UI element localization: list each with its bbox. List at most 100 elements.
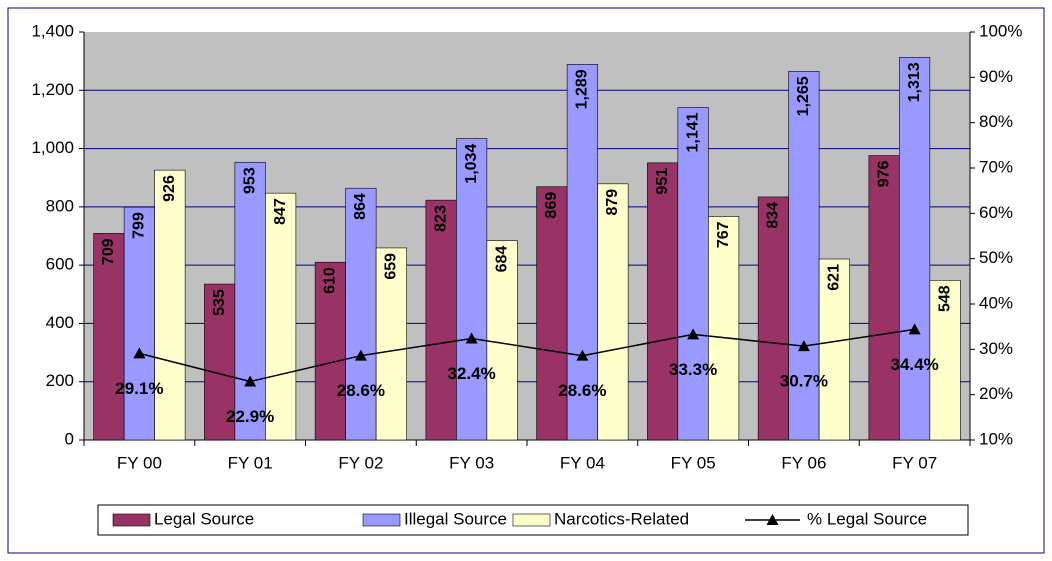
bar [708, 216, 740, 441]
legend-marker [766, 514, 779, 525]
bar [425, 199, 457, 441]
bar [456, 138, 488, 441]
bar [868, 155, 900, 441]
line-marker [133, 347, 146, 359]
line-value-label: 29.1% [115, 379, 163, 398]
bar-value-label: 976 [875, 160, 892, 187]
legend-label: Illegal Source [404, 509, 507, 528]
legend-label: Legal Source [154, 509, 254, 528]
bar [536, 186, 568, 441]
bar [123, 206, 155, 441]
bar-value-label: 847 [272, 198, 289, 225]
bar-value-label: 953 [241, 167, 258, 194]
bar-value-label: 767 [715, 221, 732, 248]
bar-value-label: 659 [383, 253, 400, 280]
bar [929, 279, 961, 441]
bar [375, 247, 407, 441]
bar-value-label: 621 [826, 264, 843, 291]
bar [788, 71, 820, 441]
bar [345, 187, 377, 441]
x-tick-label: FY 01 [228, 453, 273, 472]
x-tick-label: FY 04 [560, 453, 605, 472]
line-marker [687, 328, 700, 340]
line-marker [797, 340, 810, 352]
bar-value-label: 1,265 [795, 76, 812, 116]
bar-value-label: 823 [432, 205, 449, 232]
bar [757, 196, 789, 441]
bar-value-label: 684 [493, 246, 510, 273]
bar-value-label: 610 [322, 267, 339, 294]
line-marker [354, 349, 367, 361]
y2-tick-label: 60% [979, 203, 1013, 222]
line-value-label: 28.6% [337, 381, 385, 400]
y-tick-label: 200 [46, 371, 74, 390]
y2-tick-label: 50% [979, 248, 1013, 267]
y2-tick-label: 40% [979, 293, 1013, 312]
legend-swatch [512, 513, 551, 527]
bar-value-label: 1,034 [463, 144, 480, 184]
y2-tick-label: 100% [979, 21, 1022, 40]
y-tick-label: 0 [65, 429, 74, 448]
y2-tick-label: 10% [979, 429, 1013, 448]
bar [566, 64, 598, 441]
x-tick-label: FY 00 [117, 453, 162, 472]
legend-swatch [112, 513, 151, 527]
y2-tick-label: 30% [979, 339, 1013, 358]
y-tick-label: 1,000 [31, 138, 74, 157]
bar [647, 162, 679, 441]
bar-value-label: 548 [936, 285, 953, 312]
bar [899, 57, 931, 441]
x-tick-label: FY 07 [892, 453, 937, 472]
line-value-label: 33.3% [669, 360, 717, 379]
y-tick-label: 600 [46, 255, 74, 274]
bar-value-label: 834 [765, 202, 782, 229]
line-marker [244, 375, 257, 387]
bar-value-label: 879 [604, 189, 621, 216]
bar-value-label: 1,313 [906, 62, 923, 102]
y2-tick-label: 70% [979, 157, 1013, 176]
bar [234, 161, 266, 441]
bar [597, 183, 629, 441]
line-value-label: 32.4% [448, 364, 496, 383]
x-tick-label: FY 03 [449, 453, 494, 472]
line [139, 328, 915, 383]
bar [677, 107, 709, 441]
x-tick-label: FY 02 [338, 453, 383, 472]
bar [486, 240, 518, 441]
y-tick-label: 800 [46, 196, 74, 215]
bar-value-label: 864 [352, 193, 369, 220]
bar [154, 169, 186, 441]
y-tick-label: 1,400 [31, 21, 74, 40]
line-marker [576, 349, 589, 361]
bar [93, 233, 125, 441]
bar [314, 261, 346, 441]
legend-swatch [362, 513, 401, 527]
y2-tick-label: 90% [979, 67, 1013, 86]
legend-label: Narcotics-Related [554, 509, 689, 528]
line-value-label: 22.9% [226, 407, 274, 426]
y2-tick-label: 20% [979, 384, 1013, 403]
bar-value-label: 926 [161, 175, 178, 202]
bar-value-label: 1,141 [684, 112, 701, 152]
legend-label: % Legal Source [807, 509, 927, 528]
bar-value-label: 1,289 [574, 69, 591, 109]
bar [818, 258, 850, 441]
bar-value-label: 535 [211, 289, 228, 316]
line-value-label: 30.7% [780, 372, 828, 391]
line-marker [908, 323, 921, 335]
line-marker [465, 332, 478, 344]
y-tick-label: 400 [46, 313, 74, 332]
bar-value-label: 951 [654, 168, 671, 195]
bar-value-label: 799 [131, 212, 148, 239]
x-tick-label: FY 06 [781, 453, 826, 472]
y2-tick-label: 80% [979, 112, 1013, 131]
bar [204, 283, 236, 441]
line-value-label: 28.6% [558, 381, 606, 400]
bar [265, 192, 297, 441]
line-value-label: 34.4% [891, 355, 939, 374]
bar-value-label: 709 [100, 238, 117, 265]
x-tick-label: FY 05 [671, 453, 716, 472]
bar-value-label: 869 [543, 192, 560, 219]
y-tick-label: 1,200 [31, 80, 74, 99]
